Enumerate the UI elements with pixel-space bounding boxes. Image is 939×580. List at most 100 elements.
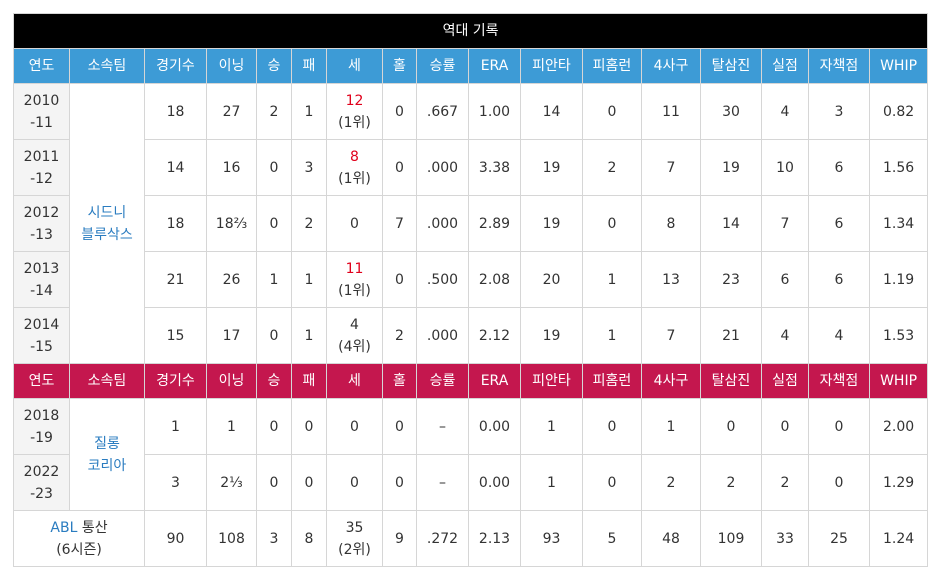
stat-cell-g: 18 [144,195,207,252]
season-year-start: 2022 [23,463,60,480]
stat-cell-sv: 11 (1위) [326,251,383,308]
column-header: 4사구 [641,48,701,84]
total-stat-cell-w: 3 [256,510,292,567]
stat-cell-era: 2.08 [468,251,521,308]
stat-cell-so: 30 [700,83,762,140]
stat-cell-r: 0 [761,398,809,455]
column-header: 피홈런 [582,48,642,84]
stat-cell-h: 1 [520,454,583,511]
stat-cell-hld: 0 [382,398,417,455]
stat-cell-g: 14 [144,139,207,196]
stat-cell-er: 3 [808,83,870,140]
stat-cell-er: 0 [808,454,870,511]
season-year-cell: 2011 -12 [13,139,70,196]
column-header: 세 [326,363,383,399]
column-header: WHIP [868,48,929,84]
season-year-start: 2013 [23,260,60,277]
column-header: 승 [256,48,292,84]
column-header: 탈삼진 [700,363,762,399]
team-name-line2[interactable]: 코리아 [87,457,127,474]
season-row: 2022 -23 3 2⅓ 0 0 0 0–0.00 1 0 2 2 2 0 1.29 [13,454,929,511]
saves-rank: (1위) [338,282,371,299]
stat-cell-whip: 1.34 [868,195,929,252]
stat-cell-g: 21 [144,251,207,308]
season-year-start: 2011 [23,148,60,165]
column-header: 패 [291,48,327,84]
column-header: 자책점 [808,363,870,399]
team-name-line2[interactable]: 블루삭스 [81,226,133,243]
abl-link[interactable]: ABL [50,519,78,536]
stat-cell-w: 0 [256,454,292,511]
stat-cell-sv: 0 [326,454,383,511]
stat-cell-r: 4 [761,307,809,364]
column-header: 피안타 [520,48,583,84]
saves-value: 0 [350,474,359,491]
stat-cell-hr: 1 [582,251,642,308]
season-year-start: 2010 [23,92,60,109]
season-row: 2014 -15 15 17 0 1 4 (4위) 2.000 2.12 19 1 7 21 4 4 1.53 [13,307,929,364]
season-year-end: -15 [30,338,53,355]
stat-cell-er: 4 [808,307,870,364]
column-header: 홀 [382,363,417,399]
stat-cell-w: 0 [256,139,292,196]
stat-cell-ip: 27 [206,83,257,140]
stat-cell-r: 4 [761,83,809,140]
saves-rank: (4위) [338,338,371,355]
season-row: 2011 -12 14 16 0 3 8 (1위) 0.000 3.38 19 2 7 19 10 6 1.56 [13,139,929,196]
total-stat-cell-hr: 5 [582,510,642,567]
stat-cell-bb: 7 [641,307,701,364]
career-total-label: ABL 통산 (6시즌) [13,510,145,567]
stat-cell-er: 6 [808,195,870,252]
season-year-end: -11 [30,114,53,131]
stat-cell-r: 7 [761,195,809,252]
stat-cell-bb: 2 [641,454,701,511]
stat-cell-w: 1 [256,251,292,308]
season-year-cell: 2018 -19 [13,398,70,455]
stat-cell-hld: 7 [382,195,417,252]
column-header: 실점 [761,48,809,84]
total-stat-cell-bb: 48 [641,510,701,567]
saves-value: 0 [350,418,359,435]
stat-cell-hld: 0 [382,251,417,308]
stat-cell-hr: 0 [582,195,642,252]
stat-cell-hr: 0 [582,83,642,140]
team-name-line1[interactable]: 시드니 [87,204,127,221]
table-title: 역대 기록 [12,13,929,49]
career-total-row: ABL 통산 (6시즌) 90 108 3 8 35 (2위) 9.272 2.13 93 5 48 10… [13,510,929,567]
stat-cell-era: 3.38 [468,139,521,196]
stat-cell-so: 14 [700,195,762,252]
column-header: 승률 [416,48,469,84]
stat-cell-r: 6 [761,251,809,308]
stat-cell-ip: 1 [206,398,257,455]
total-seasons: (6시즌) [56,541,102,558]
stat-cell-l: 1 [291,307,327,364]
column-header: 이닝 [206,363,257,399]
stat-cell-er: 6 [808,251,870,308]
total-stat-cell-l: 8 [291,510,327,567]
stat-cell-era: 2.12 [468,307,521,364]
stat-cell-ip: 17 [206,307,257,364]
stat-cell-h: 20 [520,251,583,308]
stat-cell-h: 1 [520,398,583,455]
stat-cell-h: 14 [520,83,583,140]
table-title-row: 역대 기록 [12,13,929,49]
column-header: 경기수 [144,363,207,399]
column-header: 피홈런 [582,363,642,399]
stat-cell-h: 19 [520,139,583,196]
column-header: 실점 [761,363,809,399]
stat-cell-whip: 0.82 [868,83,929,140]
season-row: 2010 -11 시드니 블루삭스 18 27 2 1 12 (1위) 0.667 1.00 14 0 11… [13,83,929,364]
team-name-line1[interactable]: 질롱 [94,435,120,452]
season-year-cell: 2022 -23 [13,454,70,511]
column-header: ERA [468,363,521,399]
stat-cell-whip: 1.53 [868,307,929,364]
column-header: 소속팀 [69,48,145,84]
stat-cell-so: 23 [700,251,762,308]
stat-cell-sv: 8 (1위) [326,139,383,196]
stat-cell-sv: 0 [326,195,383,252]
season-row: 2013 -14 21 26 1 1 11 (1위) 0.500 2.08 20 1 13 23 6 6 1.1… [13,251,929,308]
stat-cell-era: 2.89 [468,195,521,252]
saves-rank: (1위) [338,114,371,131]
stat-cell-pct: .000 [416,195,469,252]
